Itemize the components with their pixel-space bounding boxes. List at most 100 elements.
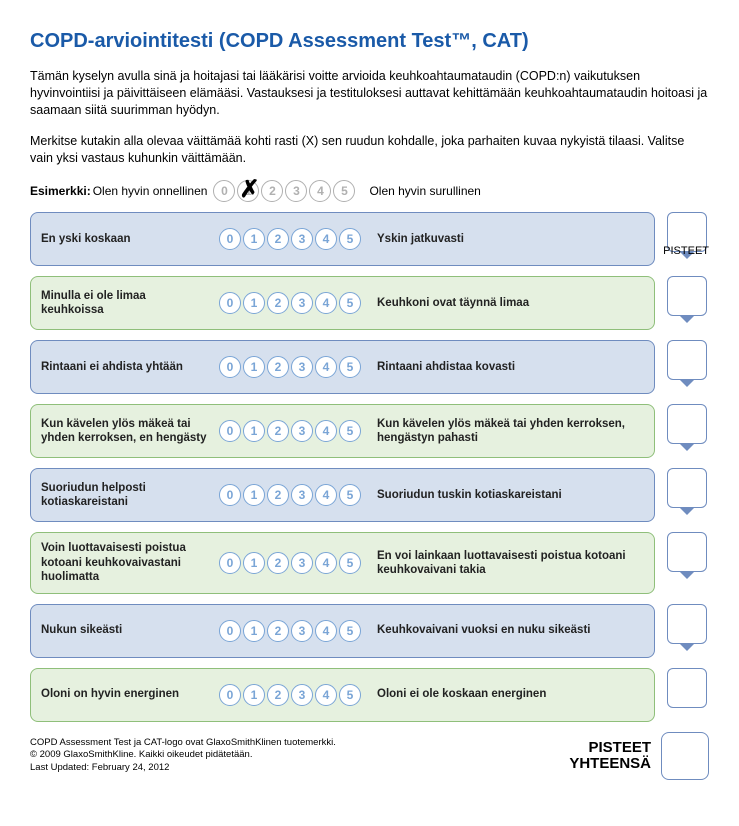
score-box[interactable] [667,604,707,644]
question-right-text: En voi lainkaan luottavaisesti poistua k… [377,549,644,578]
option-circle[interactable]: 4 [315,292,337,314]
option-circle[interactable]: 3 [291,552,313,574]
question-row: Kun kävelen ylös mäkeä tai yhden kerroks… [30,404,709,458]
arrow-down-icon [679,643,695,651]
option-circle[interactable]: 3 [291,420,313,442]
option-circle[interactable]: 1 [243,620,265,642]
example-option-4[interactable]: 4 [309,180,331,202]
score-cell [665,604,709,658]
score-box[interactable] [667,276,707,316]
option-circle[interactable]: 4 [315,420,337,442]
question-box: Suoriudun helposti kotiaskareistani01234… [30,468,655,522]
score-box[interactable] [667,668,707,708]
option-circle[interactable]: 5 [339,684,361,706]
option-circle[interactable]: 0 [219,620,241,642]
option-circle[interactable]: 5 [339,620,361,642]
arrow-down-icon [679,443,695,451]
score-box[interactable] [667,340,707,380]
page-title: COPD-arviointitesti (COPD Assessment Tes… [30,30,709,53]
score-box[interactable] [667,532,707,572]
score-box[interactable] [667,468,707,508]
option-circle[interactable]: 3 [291,484,313,506]
option-circle[interactable]: 0 [219,356,241,378]
question-options: 012345 [219,356,363,378]
arrow-down-icon [679,507,695,515]
score-cell [665,212,709,266]
score-column-header: PISTEET [663,245,709,257]
question-box: Oloni on hyvin energinen 012345 Oloni ei o… [30,668,655,722]
footnote-line1: COPD Assessment Test ja CAT-logo ovat Gl… [30,737,336,749]
option-circle[interactable]: 1 [243,292,265,314]
question-row: Minulla ei ole limaa keuhkoissa012345Keu… [30,276,709,330]
option-circle[interactable]: 5 [339,420,361,442]
option-circle[interactable]: 4 [315,684,337,706]
question-options: 012345 [219,620,363,642]
option-circle[interactable]: 1 [243,684,265,706]
question-box: Rintaani ei ahdista yhtään012345Rintaani… [30,340,655,394]
option-circle[interactable]: 5 [339,552,361,574]
option-circle[interactable]: 4 [315,228,337,250]
question-left-text: Nukun sikeästi [41,623,211,637]
option-circle[interactable]: 1 [243,484,265,506]
option-circle[interactable]: 1 [243,420,265,442]
question-row: Oloni on hyvin energinen 012345 Oloni ei o… [30,668,709,722]
instructions-text: Merkitse kutakin alla olevaa väittämää k… [30,133,709,167]
example-option-0[interactable]: 0 [213,180,235,202]
option-circle[interactable]: 3 [291,356,313,378]
option-circle[interactable]: 4 [315,620,337,642]
footer: COPD Assessment Test ja CAT-logo ovat Gl… [30,732,709,780]
option-circle[interactable]: 0 [219,684,241,706]
option-circle[interactable]: 2 [267,484,289,506]
question-right-text: Kun kävelen ylös mäkeä tai yhden kerroks… [377,417,644,446]
score-cell [665,532,709,593]
question-right-text: Suoriudun tuskin kotiaskareistani [377,488,644,502]
example-option-3[interactable]: 3 [285,180,307,202]
question-row: Rintaani ei ahdista yhtään012345Rintaani… [30,340,709,394]
option-circle[interactable]: 0 [219,292,241,314]
question-right-text: Oloni ei ole koskaan energinen [377,687,644,701]
option-circle[interactable]: 5 [339,356,361,378]
option-circle[interactable]: 2 [267,620,289,642]
option-circle[interactable]: 4 [315,356,337,378]
question-options: 012345 [219,552,363,574]
question-left-text: Rintaani ei ahdista yhtään [41,360,211,374]
arrow-down-icon [679,379,695,387]
question-left-text: Oloni on hyvin energinen [41,687,211,701]
example-left-text: Olen hyvin onnellinen [93,184,208,198]
option-circle[interactable]: 1 [243,228,265,250]
example-option-1[interactable]: 1 ✗ [237,180,259,202]
option-circle[interactable]: 3 [291,620,313,642]
option-circle[interactable]: 2 [267,684,289,706]
option-circle[interactable]: 3 [291,292,313,314]
option-circle[interactable]: 2 [267,552,289,574]
example-option-2[interactable]: 2 [261,180,283,202]
question-box: Nukun sikeästi012345Keuhkovaivani vuoksi… [30,604,655,658]
option-circle[interactable]: 0 [219,228,241,250]
question-row: Nukun sikeästi012345Keuhkovaivani vuoksi… [30,604,709,658]
option-circle[interactable]: 0 [219,484,241,506]
footnote: COPD Assessment Test ja CAT-logo ovat Gl… [30,737,336,774]
question-options: 012345 [219,684,363,706]
option-circle[interactable]: 2 [267,228,289,250]
option-circle[interactable]: 2 [267,356,289,378]
option-circle[interactable]: 3 [291,228,313,250]
example-option-5[interactable]: 5 [333,180,355,202]
option-circle[interactable]: 1 [243,356,265,378]
option-circle[interactable]: 4 [315,552,337,574]
option-circle[interactable]: 4 [315,484,337,506]
option-circle[interactable]: 1 [243,552,265,574]
example-options: 0 1 ✗ 2 3 4 5 [213,180,357,202]
option-circle[interactable]: 3 [291,684,313,706]
arrow-down-icon [679,315,695,323]
option-circle[interactable]: 5 [339,292,361,314]
option-circle[interactable]: 2 [267,420,289,442]
score-box[interactable] [667,404,707,444]
total-score-box[interactable] [661,732,709,780]
option-circle[interactable]: 2 [267,292,289,314]
score-cell [665,340,709,394]
option-circle[interactable]: 0 [219,552,241,574]
example-row: Esimerkki: Olen hyvin onnellinen 0 1 ✗ 2… [30,180,709,202]
option-circle[interactable]: 5 [339,484,361,506]
option-circle[interactable]: 0 [219,420,241,442]
option-circle[interactable]: 5 [339,228,361,250]
